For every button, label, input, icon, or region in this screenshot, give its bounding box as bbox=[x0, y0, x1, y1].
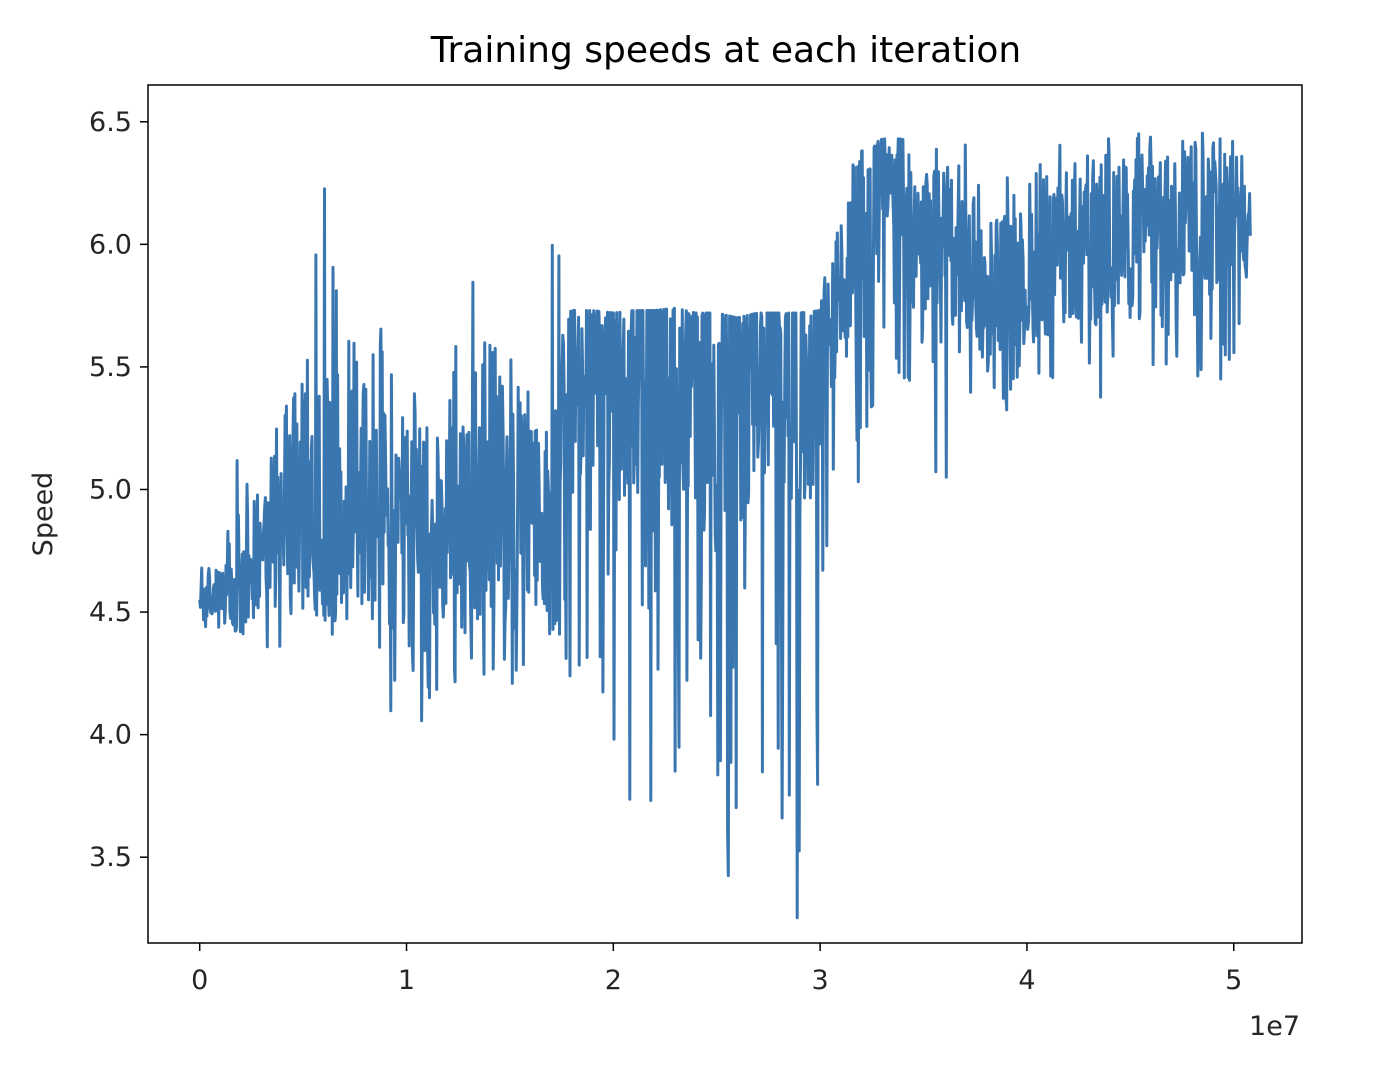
y-axis-label: Speed bbox=[28, 472, 59, 557]
chart-title: Training speeds at each iteration bbox=[430, 30, 1021, 71]
y-tick-label: 6.0 bbox=[89, 229, 132, 260]
x-tick-label: 4 bbox=[1018, 965, 1035, 996]
plot-area bbox=[198, 131, 1252, 920]
x-tick-label: 5 bbox=[1225, 965, 1242, 996]
y-tick-label: 4.5 bbox=[89, 597, 132, 628]
y-tick-label: 6.5 bbox=[89, 107, 132, 138]
x-tick-label: 3 bbox=[812, 965, 829, 996]
x-tick-label: 2 bbox=[605, 965, 622, 996]
y-axis-ticks: 3.5 4.0 4.5 5.0 5.5 6.0 6.5 bbox=[89, 107, 148, 873]
y-tick-label: 3.5 bbox=[89, 842, 132, 873]
x-tick-label: 0 bbox=[191, 965, 208, 996]
x-axis-offset-label: 1e7 bbox=[1249, 1011, 1300, 1042]
y-tick-label: 5.5 bbox=[89, 352, 132, 383]
y-tick-label: 5.0 bbox=[89, 474, 132, 505]
y-tick-label: 4.0 bbox=[89, 720, 132, 751]
x-axis-ticks: 0 1 2 3 4 5 bbox=[191, 943, 1242, 996]
x-tick-label: 1 bbox=[398, 965, 415, 996]
plot-frame bbox=[147, 84, 1303, 944]
speed-series-line bbox=[198, 131, 1252, 920]
